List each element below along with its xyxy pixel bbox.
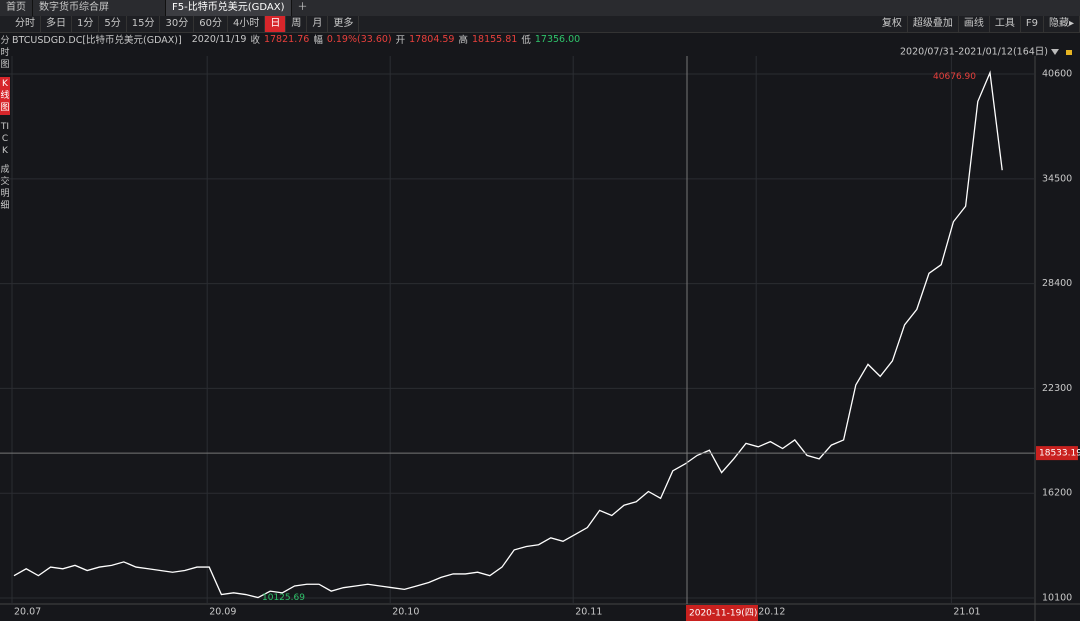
chart: 2020/07/31-2021/01/12(164日) 10100 16200 22… [0, 47, 1080, 621]
tab[interactable]: F5-比特币兑美元(GDAX) [166, 0, 292, 16]
tool-button[interactable]: 复权 [877, 16, 908, 32]
period-button[interactable]: 更多 [328, 16, 360, 32]
period-button[interactable]: 1分 [72, 16, 100, 32]
tab[interactable]: 数字货币综合屏 [33, 0, 166, 16]
tool-button[interactable]: 工具 [990, 16, 1021, 32]
symbol: BTCUSDGD.DC[比特币兑美元(GDAX)] [12, 35, 182, 46]
period-button[interactable]: 15分 [127, 16, 161, 32]
period-button[interactable]: 5分 [99, 16, 127, 32]
range-label: 2020/07/31-2021/01/12(164日) [900, 47, 1048, 58]
y-tick-label: 40600 [1042, 69, 1072, 80]
label: 低 [521, 35, 531, 46]
label: 高 [458, 35, 468, 46]
tab-bar: 首页 数字货币综合屏 F5-比特币兑美元(GDAX) ＋ [0, 0, 1080, 16]
lock-icon [1066, 50, 1072, 55]
period-button[interactable]: 周 [286, 16, 308, 32]
side-tab[interactable]: TICK [0, 122, 10, 156]
side-tab[interactable]: 分时图 [0, 36, 10, 70]
x-tick-label: 20.07 [14, 607, 41, 618]
date: 2020/11/19 [191, 33, 247, 45]
crosshair-price-box [1036, 446, 1078, 461]
tool-button[interactable]: 超级叠加 [908, 16, 959, 32]
tools: 复权 超级叠加 画线 工具 F9 隐藏▸ [877, 16, 1080, 32]
x-tick-label: 20.10 [392, 607, 419, 618]
label: 收 [250, 35, 260, 46]
high: 18155.81 [472, 33, 518, 45]
low: 17356.00 [534, 33, 581, 45]
y-tick-label: 28400 [1042, 278, 1072, 289]
y-tick-label: 16200 [1042, 488, 1072, 499]
max-annotation: 40676.90 [933, 72, 976, 82]
dropdown[interactable] [1051, 49, 1059, 55]
tool-button[interactable]: F9 [1021, 16, 1044, 32]
crosshair-date: 2020-11-19(四) [689, 609, 757, 619]
label: 开 [395, 35, 406, 46]
tool-button[interactable]: 画线 [959, 16, 990, 32]
period-button[interactable]: 日 [265, 16, 287, 32]
period-button[interactable]: 多日 [41, 16, 72, 32]
side-tab[interactable]: K线图 [0, 77, 10, 115]
periods: 分时 多日 1分 5分 15分 30分 60分 4小时日周月更多 [10, 16, 360, 32]
close: 17821.76 [263, 33, 310, 45]
new-tab[interactable]: ＋ [297, 2, 308, 13]
price-line [13, 70, 1003, 599]
tab[interactable]: 首页 [0, 0, 33, 16]
crosshair-price: 18533.19 [1039, 449, 1080, 459]
side-tab[interactable]: 成交明细 [0, 165, 10, 211]
y-tick-label: 34500 [1042, 173, 1072, 184]
x-tick-label: 20.09 [209, 607, 236, 618]
y-tick-label: 22300 [1042, 383, 1072, 394]
period-button[interactable]: 30分 [160, 16, 195, 32]
y-tick-label: 10100 [1042, 592, 1072, 603]
x-tick-label: 20.11 [575, 607, 602, 618]
min-annotation: 10125.69 [262, 593, 305, 603]
label: 幅 [313, 35, 323, 46]
period-button[interactable]: 月 [307, 16, 329, 32]
toolbar: 分时 多日 1分 5分 15分 30分 60分 4小时日周月更多 复权 超级叠加 画线 工具 F9 隐藏▸ [0, 16, 1080, 33]
open: 17804.59 [409, 33, 455, 45]
change: 0.19%(33.60) [326, 33, 392, 45]
x-tick-label: 20.12 [758, 607, 785, 618]
period-button[interactable]: 4小时 [228, 16, 266, 32]
period-button[interactable]: 分时 [10, 16, 41, 32]
quote-line: BTCUSDGD.DC[比特币兑美元(GDAX)] 2020/11/19 收 17… [12, 32, 1072, 47]
period-button[interactable]: 60分 [194, 16, 228, 32]
x-tick-label: 21.01 [953, 607, 980, 618]
tool-button[interactable]: 隐藏▸ [1044, 16, 1080, 32]
crosshair-date-box [686, 605, 758, 621]
side-tabs: 分时图 K线图 TICK 成交明细 [0, 34, 10, 218]
